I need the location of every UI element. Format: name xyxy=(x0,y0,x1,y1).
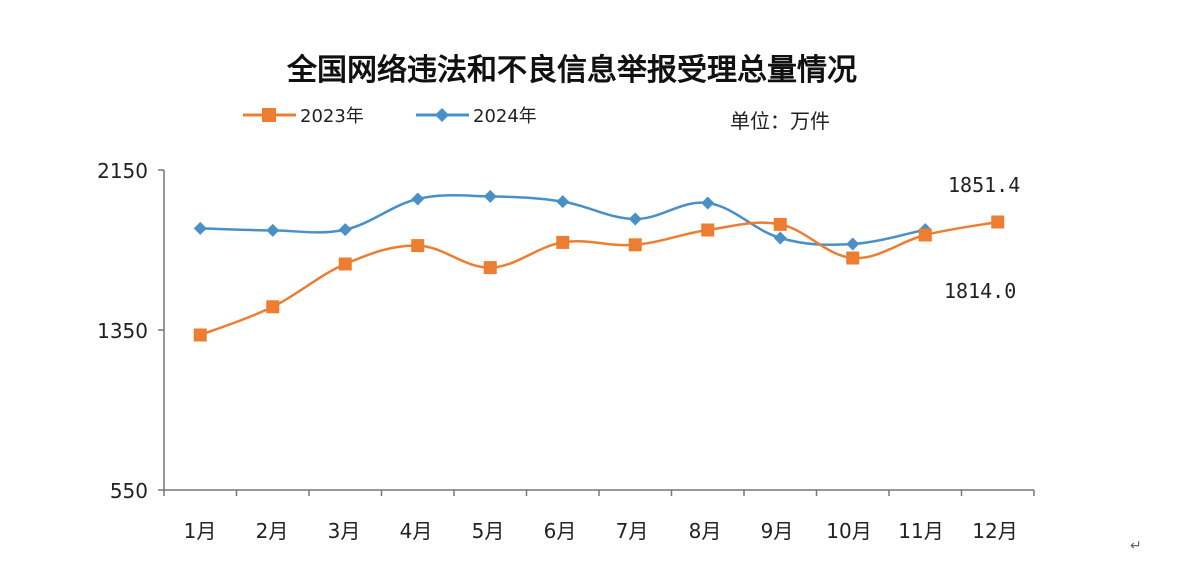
data-point xyxy=(193,221,207,235)
data-point xyxy=(556,235,570,249)
data-point xyxy=(773,217,787,231)
x-tick-label: 9月 xyxy=(761,519,794,543)
data-point xyxy=(338,257,352,271)
legend-item-2024: 2024年 xyxy=(416,106,537,127)
paragraph-mark-icon: ↵ xyxy=(1130,538,1142,554)
x-tick-label: 8月 xyxy=(689,519,722,543)
data-point xyxy=(266,223,280,237)
series-2023 xyxy=(193,215,1005,342)
annotation-1814: 1814.0 xyxy=(944,279,1016,303)
y-tick-label: 2150 xyxy=(97,159,148,183)
data-point xyxy=(411,192,425,206)
legend-marker-2023 xyxy=(262,108,276,122)
annotation-1851: 1851.4 xyxy=(948,173,1020,197)
data-point xyxy=(483,189,497,203)
data-point xyxy=(411,239,425,253)
data-point xyxy=(556,195,570,209)
legend-item-2023: 2023年 xyxy=(243,106,364,127)
data-point xyxy=(266,300,280,314)
data-point xyxy=(773,231,787,245)
axes xyxy=(158,169,1034,491)
data-point xyxy=(846,251,860,265)
x-tick-label: 7月 xyxy=(616,519,649,543)
x-tick-label: 11月 xyxy=(898,519,943,543)
data-point xyxy=(918,228,932,242)
y-tick-label: 1350 xyxy=(97,319,148,343)
data-point xyxy=(846,237,860,251)
x-tick-label: 12月 xyxy=(972,519,1017,543)
legend: 2023年 2024年 xyxy=(243,106,537,127)
y-tick-label: 550 xyxy=(110,479,148,503)
y-tick-labels: 2150 1350 550 xyxy=(97,159,148,503)
x-tick-label: 10月 xyxy=(826,519,871,543)
data-point xyxy=(701,196,715,210)
x-tick-label: 3月 xyxy=(328,519,361,543)
legend-marker-2024 xyxy=(435,108,449,122)
data-point xyxy=(628,212,642,226)
x-tick-marks xyxy=(163,490,1035,496)
series-line xyxy=(199,220,998,337)
x-tick-labels: 1月 2月 3月 4月 5月 6月 7月 8月 9月 10月 11月 12月 xyxy=(184,519,1018,543)
data-point xyxy=(991,215,1005,229)
x-tick-label: 4月 xyxy=(400,519,433,543)
legend-label-2023: 2023年 xyxy=(300,106,364,127)
data-point xyxy=(193,328,207,342)
data-point xyxy=(701,223,715,237)
chart-title: 全国网络违法和不良信息举报受理总量情况 xyxy=(286,53,857,88)
unit-label: 单位：万件 xyxy=(730,109,830,133)
x-tick-label: 2月 xyxy=(256,519,289,543)
x-tick-label: 6月 xyxy=(544,519,577,543)
data-point xyxy=(338,223,352,237)
x-tick-label: 5月 xyxy=(472,519,505,543)
legend-label-2024: 2024年 xyxy=(473,106,537,127)
data-point xyxy=(483,261,497,275)
x-tick-label: 1月 xyxy=(184,519,217,543)
data-point xyxy=(628,238,642,252)
